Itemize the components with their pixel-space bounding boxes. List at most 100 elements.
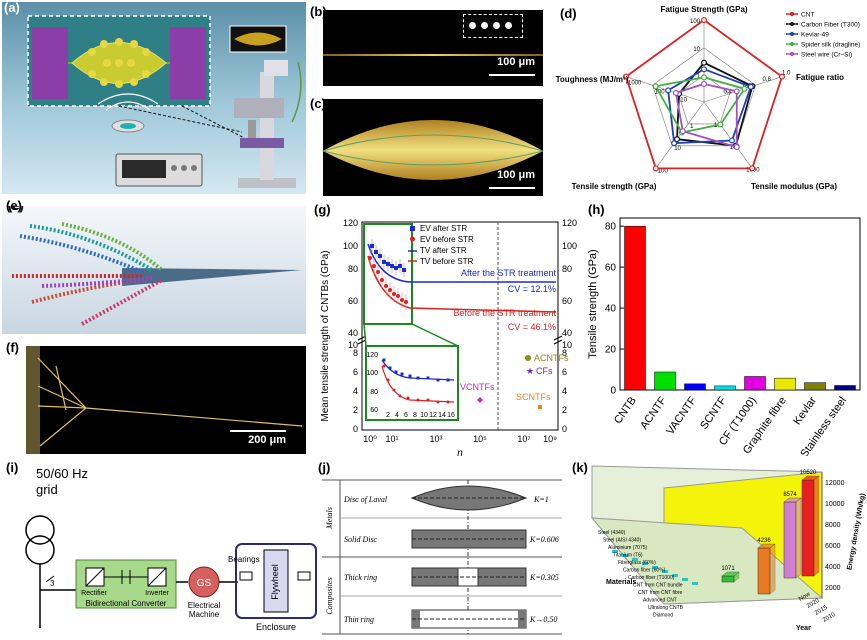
scale-label-f: 200 μm [248, 434, 286, 446]
bar-acntf [654, 371, 676, 391]
bearing-left [239, 571, 253, 581]
disc-laval-label: Disc of Laval [343, 495, 388, 504]
chart-k-small-column [662, 570, 668, 573]
chart-h-xlabel: SCNTF [698, 395, 729, 432]
chart-k-material: Titanium (T6) [613, 553, 643, 559]
inset-ev-before-point [386, 378, 390, 382]
rytick-6: 6 [562, 367, 567, 377]
scale-bar-b [489, 74, 535, 76]
ytick-100: 100 [343, 241, 358, 251]
radar-svg: 1001011.00.80.60.41000100101001011000100… [556, 5, 861, 191]
inset-ev-after-point [416, 376, 420, 380]
radar-point [749, 165, 756, 172]
chart-k-material: Steel (AISI 4340) [603, 538, 641, 544]
chart-h-ytick: 40 [605, 304, 617, 315]
radar-spoke [625, 76, 705, 103]
chart-h-ytick: 20 [605, 345, 617, 356]
chart-k-material: Advanced CNT [643, 598, 677, 604]
radar-point [733, 144, 740, 151]
radar-legend-label: Steel wire (Cr−Si) [801, 52, 852, 59]
panel-h-label: (h) [588, 202, 605, 217]
radar-grid-ring [652, 47, 756, 147]
k-thin: K→0.50 [529, 615, 557, 624]
tv-before-curve [367, 255, 557, 313]
radar-tick: 1 [697, 74, 701, 80]
radar-point [701, 66, 708, 73]
scale-bar-f [230, 430, 286, 432]
rytick-40: 40 [562, 328, 572, 338]
inset-ev-before-point [382, 364, 386, 368]
radar-tick: 100 [690, 19, 701, 25]
radar-axis-fatigue-ratio: Fatigue ratio [796, 73, 844, 82]
radar-point [701, 80, 708, 87]
k-thick: K=0.305 [529, 573, 559, 582]
radar-point [671, 140, 678, 147]
chart-k-material: CNT from CNT bundle [633, 583, 683, 589]
xtick-1e0: 10⁰ [363, 434, 377, 444]
radar-legend-label: Carbon Fiber (T300) [801, 22, 860, 29]
xtick-1e5: 10⁵ [473, 434, 487, 444]
radar-tick: 1.0 [782, 71, 791, 77]
radar-legend-marker [790, 32, 794, 36]
electrical-machine-line1: Electrical [188, 601, 221, 610]
panel-h-bar-chart: Tensile strength (GPa) 0 20 40 60 80 CNTB ACN… [584, 200, 867, 456]
annotation-cv-after: CV = 12.1% [508, 284, 556, 294]
xtick-1e7: 10⁷ [517, 434, 530, 444]
xtick-1e9: 10⁹ [543, 434, 557, 444]
radar-tick: 1000 [628, 81, 642, 87]
chart-k-small-column [692, 582, 698, 585]
ytick-10: 10 [348, 340, 358, 350]
chart-k-ztick: 10000 [825, 501, 845, 508]
ev-before-point [380, 278, 384, 282]
radar-tick: 10 [674, 146, 681, 152]
bar-cntb [624, 225, 646, 391]
legend-ev-after: EV after STR [420, 224, 467, 233]
chart-h-ytick: 80 [605, 222, 617, 233]
radar-legend-label: CNT [801, 12, 814, 19]
chart-k-material: Steel (4340) [598, 530, 626, 536]
converter-label: Bidirectional Converter [86, 599, 167, 608]
annotation-after-str: After the STR treatment [461, 268, 557, 278]
panel-k-label: (k) [572, 460, 588, 475]
radar-tick: 10 [680, 98, 687, 104]
radar-legend-marker [790, 12, 794, 16]
panel-e-illustration: (e) [2, 206, 306, 334]
gs-label: GS [197, 578, 212, 589]
chart-h-frame [619, 217, 861, 391]
ev-after-point [374, 250, 378, 254]
chart-g-frame [361, 221, 559, 431]
group-metals: Metals [325, 507, 334, 530]
radar-tick: 0.8 [762, 77, 771, 83]
radar-axis-fatigue-strength: Fatigue Strength (GPa) [660, 5, 747, 14]
chart-k-material: Ultralong CNTB [648, 605, 684, 611]
inset-ev-after-point [394, 370, 398, 374]
ev-after-point [390, 264, 394, 268]
inset-ev-after-point [408, 374, 412, 378]
chart-k-material: Carbon fiber (60%) [623, 568, 666, 574]
panel-e-label-outer: (e) [6, 198, 22, 213]
scale-label-c: 100 μm [497, 169, 535, 181]
bar-vacntf [684, 383, 706, 391]
panel-e-label: (e) [8, 206, 24, 213]
inset-xtick: 2 [386, 412, 390, 419]
panel-i-circuit: 50/60 Hz grid 3 Rectifier Inverter Bidir… [2, 458, 320, 640]
radar-series-2 [667, 68, 752, 145]
radar-series-0 [624, 18, 784, 170]
chart-h-xlabel: CNTB [612, 395, 639, 426]
panel-b-micrograph: 100 μm [323, 10, 543, 86]
radar-point [701, 74, 708, 81]
chart-k-column-side [795, 497, 802, 579]
rytick-8: 8 [562, 348, 567, 358]
chart-h-svg: Tensile strength (GPa) 0 20 40 60 80 CNTB ACN… [587, 217, 861, 456]
inset-ev-before-point [416, 398, 420, 402]
ev-after-point [394, 266, 398, 270]
inset-ev-after-point [400, 372, 404, 376]
inset-ev-before-point [406, 396, 410, 400]
chart-k-small-column [612, 550, 618, 553]
inset-xtick: 4 [395, 412, 399, 419]
chart-k-material: Diamond [653, 613, 673, 619]
chart-h-xlabel: VACNTF [664, 395, 699, 437]
cross-section-inset [463, 14, 523, 38]
radar-point [679, 128, 686, 135]
chart-k-material: Carbon fiber (T1000) [628, 575, 675, 581]
